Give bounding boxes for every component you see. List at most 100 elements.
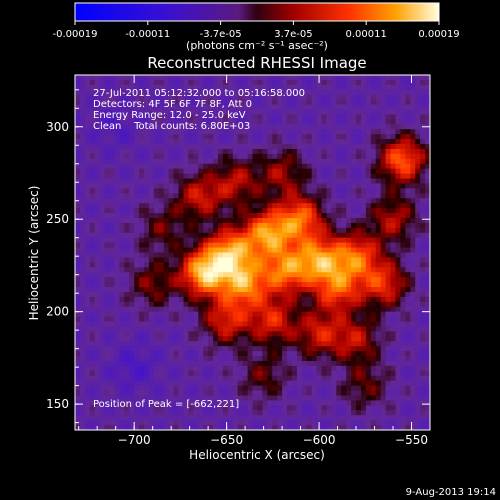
- heatmap-cell: [356, 188, 362, 194]
- heatmap-cell: [80, 302, 86, 308]
- heatmap-cell: [420, 169, 426, 175]
- heatmap-cell: [228, 218, 234, 224]
- heatmap-cell: [119, 228, 125, 234]
- heatmap-cell: [277, 75, 283, 81]
- heatmap-cell: [75, 179, 81, 185]
- heatmap-cell: [129, 144, 135, 150]
- heatmap-cell: [80, 213, 86, 219]
- heatmap-cell: [238, 193, 244, 199]
- heatmap-cell: [183, 366, 189, 372]
- heatmap-cell: [248, 164, 254, 170]
- heatmap-cell: [420, 351, 426, 357]
- heatmap-cell: [124, 287, 130, 293]
- heatmap-cell: [228, 346, 234, 352]
- heatmap-cell: [381, 253, 387, 259]
- heatmap-cell: [164, 159, 170, 165]
- heatmap-cell: [90, 183, 96, 189]
- heatmap-cell: [119, 322, 125, 328]
- heatmap-cell: [410, 164, 416, 170]
- heatmap-cell: [188, 346, 194, 352]
- heatmap-cell: [376, 292, 382, 298]
- heatmap-cell: [149, 159, 155, 165]
- heatmap-cell: [297, 351, 303, 357]
- heatmap-cell: [100, 277, 106, 283]
- heatmap-cell: [129, 134, 135, 140]
- heatmap-cell: [100, 292, 106, 298]
- heatmap-cell: [400, 331, 406, 337]
- heatmap-cell: [179, 292, 185, 298]
- heatmap-cell: [193, 243, 199, 249]
- heatmap-cell: [139, 267, 145, 273]
- heatmap-cell: [100, 203, 106, 209]
- heatmap-cell: [248, 395, 254, 401]
- heatmap-cell: [233, 213, 239, 219]
- heatmap-cell: [233, 159, 239, 165]
- heatmap-cell: [420, 341, 426, 347]
- heatmap-cell: [218, 233, 224, 239]
- heatmap-cell: [228, 188, 234, 194]
- heatmap-cell: [356, 238, 362, 244]
- heatmap-cell: [267, 213, 273, 219]
- heatmap-cell: [361, 203, 367, 209]
- heatmap-cell: [208, 218, 214, 224]
- heatmap-cell: [277, 366, 283, 372]
- heatmap-cell: [218, 134, 224, 140]
- heatmap-cell: [322, 228, 328, 234]
- heatmap-cell: [208, 292, 214, 298]
- heatmap-cell: [257, 272, 263, 278]
- heatmap-cell: [243, 395, 249, 401]
- heatmap-cell: [144, 410, 150, 416]
- heatmap-cell: [129, 193, 135, 199]
- heatmap-cell: [351, 183, 357, 189]
- heatmap-cell: [223, 282, 229, 288]
- heatmap-cell: [119, 134, 125, 140]
- heatmap-cell: [391, 267, 397, 273]
- heatmap-cell: [356, 183, 362, 189]
- heatmap-cell: [267, 139, 273, 145]
- heatmap-cell: [351, 371, 357, 377]
- heatmap-cell: [80, 159, 86, 165]
- heatmap-cell: [371, 114, 377, 120]
- heatmap-cell: [193, 361, 199, 367]
- heatmap-cell: [371, 154, 377, 160]
- heatmap-cell: [144, 139, 150, 145]
- heatmap-cell: [119, 203, 125, 209]
- heatmap-cell: [307, 326, 313, 332]
- heatmap-cell: [282, 149, 288, 155]
- heatmap-cell: [183, 262, 189, 268]
- heatmap-cell: [169, 183, 175, 189]
- heatmap-cell: [218, 179, 224, 185]
- heatmap-cell: [395, 336, 401, 342]
- heatmap-cell: [154, 75, 160, 81]
- heatmap-cell: [144, 381, 150, 387]
- heatmap-cell: [312, 257, 318, 263]
- heatmap-cell: [277, 203, 283, 209]
- heatmap-cell: [381, 139, 387, 145]
- heatmap-cell: [400, 188, 406, 194]
- heatmap-cell: [322, 391, 328, 397]
- heatmap-cell: [134, 267, 140, 273]
- heatmap-cell: [341, 85, 347, 91]
- heatmap-cell: [164, 272, 170, 278]
- heatmap-cell: [331, 317, 337, 323]
- heatmap-cell: [169, 139, 175, 145]
- heatmap-cell: [395, 391, 401, 397]
- heatmap-cell: [233, 193, 239, 199]
- heatmap-cell: [198, 134, 204, 140]
- heatmap-cell: [366, 100, 372, 106]
- heatmap-cell: [154, 386, 160, 392]
- heatmap-cell: [381, 400, 387, 406]
- heatmap-cell: [400, 105, 406, 111]
- heatmap-cell: [272, 356, 278, 362]
- heatmap-cell: [218, 381, 224, 387]
- heatmap-cell: [317, 179, 323, 185]
- heatmap-cell: [331, 322, 337, 328]
- heatmap-cell: [400, 193, 406, 199]
- heatmap-cell: [149, 336, 155, 342]
- heatmap-cell: [297, 174, 303, 180]
- heatmap-cell: [302, 169, 308, 175]
- heatmap-cell: [376, 193, 382, 199]
- heatmap-cell: [134, 331, 140, 337]
- heatmap-cell: [80, 351, 86, 357]
- heatmap-cell: [336, 410, 342, 416]
